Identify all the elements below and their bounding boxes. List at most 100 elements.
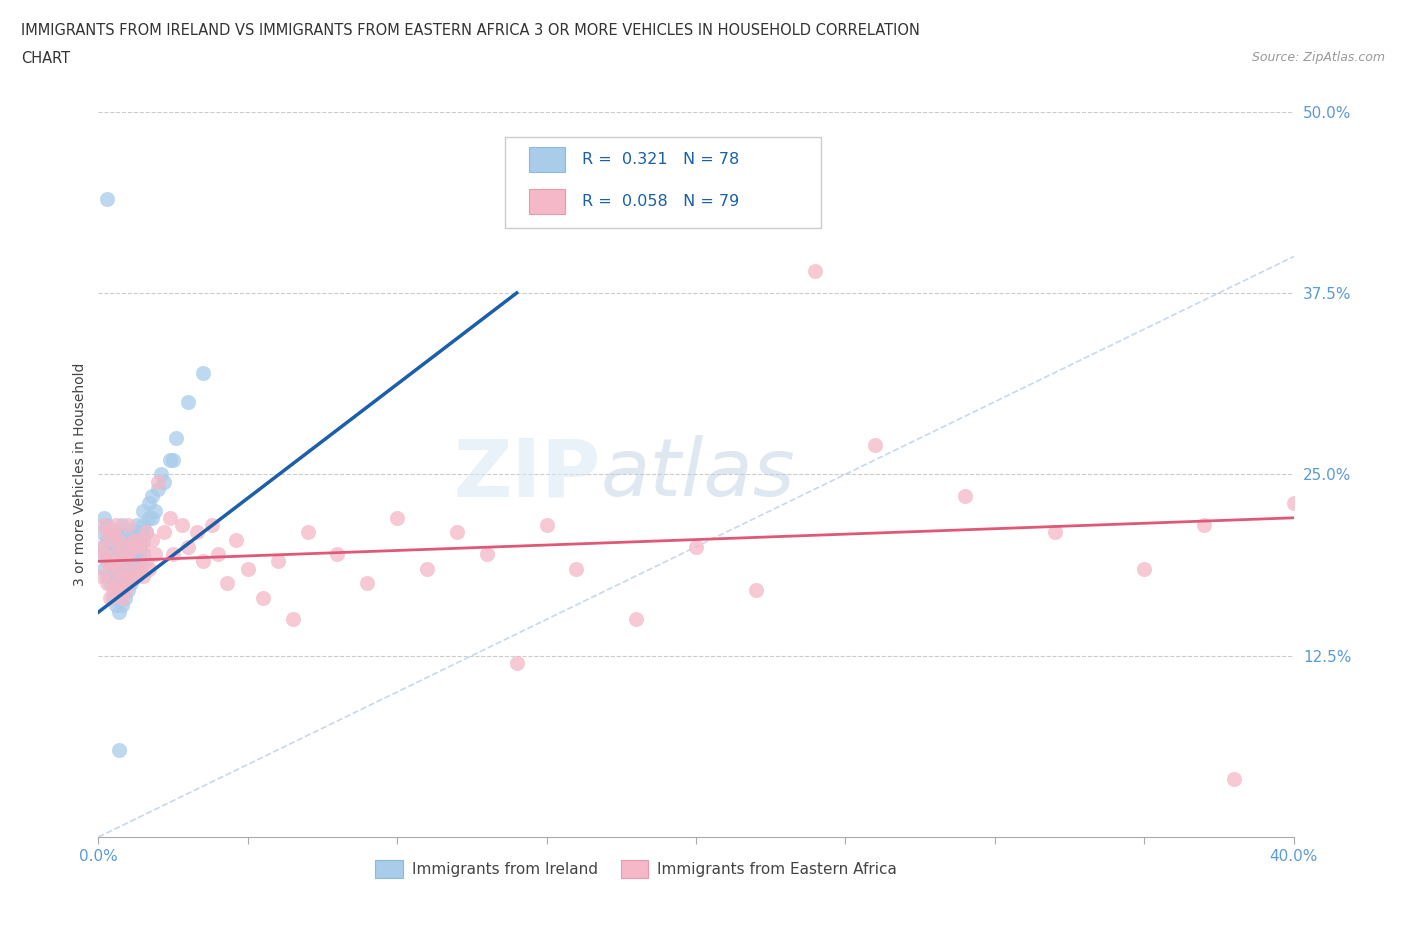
Point [148,482,170,497]
Point [90,568,112,583]
Point [132,532,155,547]
Point [111,583,134,598]
Point [191,365,214,380]
Point [98,539,122,554]
Point [132,547,155,562]
Point [114,547,136,562]
Bar [529,147,565,172]
Point [1223,772,1246,787]
Point [111,518,134,533]
Point [127,532,149,547]
Point [117,568,139,583]
Point [127,547,149,562]
Point [201,518,224,533]
Point [96,568,118,583]
Point [1043,525,1066,539]
Point [96,525,118,539]
Point [120,532,142,547]
Point [117,583,139,598]
Point [98,561,122,576]
Point [129,525,152,539]
Point [96,518,118,533]
Point [114,554,136,569]
Text: ZIP: ZIP [453,435,600,513]
Text: IMMIGRANTS FROM IRELAND VS IMMIGRANTS FROM EASTERN AFRICA 3 OR MORE VEHICLES IN : IMMIGRANTS FROM IRELAND VS IMMIGRANTS FR… [21,23,920,38]
Point [93,511,115,525]
Y-axis label: 3 or more Vehicles in Household: 3 or more Vehicles in Household [73,363,87,586]
Point [162,452,184,467]
FancyBboxPatch shape [505,137,821,228]
Point [141,488,163,503]
Point [953,488,976,503]
Point [120,547,142,562]
Point [225,532,247,547]
Point [114,532,136,547]
Point [93,518,115,533]
Point [865,438,887,453]
Point [103,591,125,605]
Point [103,554,125,569]
Point [98,591,122,605]
Point [105,576,128,591]
Point [1192,518,1215,533]
Point [138,561,160,576]
Point [129,554,152,569]
Bar [529,189,565,214]
Point [804,264,827,279]
Point [117,539,139,554]
Point [536,518,558,533]
Point [111,539,134,554]
Point [132,539,155,554]
Point [565,561,588,576]
Point [143,503,166,518]
Point [93,547,115,562]
Point [186,525,208,539]
Point [129,539,152,554]
Point [108,583,131,598]
Point [117,518,139,533]
Point [105,547,128,562]
Point [135,525,157,539]
Point [685,539,707,554]
Point [111,568,134,583]
Point [103,525,125,539]
Point [108,568,131,583]
Point [132,503,155,518]
Text: atlas: atlas [600,435,796,513]
Point [153,474,176,489]
Point [96,554,118,569]
Point [120,561,142,576]
Point [117,554,139,569]
Point [120,568,142,583]
Point [326,547,349,562]
Point [162,547,184,562]
Point [267,554,290,569]
Point [93,539,115,554]
Point [132,568,155,583]
Point [127,568,149,583]
Point [127,539,149,554]
Point [148,474,170,489]
Point [150,467,173,482]
Point [108,554,131,569]
Point [98,525,122,539]
Point [1133,561,1156,576]
Point [90,539,112,554]
Point [135,525,157,539]
Point [114,591,136,605]
Point [252,591,274,605]
Point [108,532,131,547]
Point [446,525,468,539]
Point [124,525,146,539]
Text: Source: ZipAtlas.com: Source: ZipAtlas.com [1251,51,1385,64]
Point [215,576,238,591]
Point [111,597,134,612]
Point [135,554,157,569]
Point [356,576,378,591]
Point [105,597,128,612]
Point [111,591,134,605]
Point [129,561,152,576]
Point [506,656,529,671]
Point [117,576,139,591]
Point [96,576,118,591]
